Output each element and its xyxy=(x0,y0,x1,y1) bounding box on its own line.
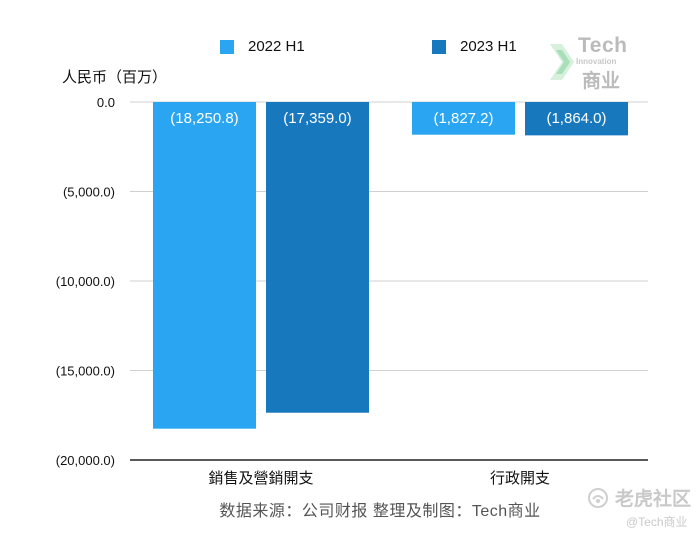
y-tick-label: (5,000.0) xyxy=(63,185,115,200)
bar xyxy=(412,102,515,135)
tiger-logo-icon xyxy=(588,487,608,508)
bar xyxy=(153,102,256,429)
watermark-handle: @Tech商业 xyxy=(626,515,688,529)
legend-item-2023: 2023 H1 xyxy=(432,38,517,55)
source-note: 数据来源：公司财报 整理及制图：Tech商业 xyxy=(219,503,541,520)
bar xyxy=(266,102,369,413)
y-axis-unit-label: 人民币（百万） xyxy=(62,69,168,86)
bar-value-label: (1,864.0) xyxy=(546,110,606,127)
legend-swatch-2022 xyxy=(220,39,234,54)
x-category-label: 銷售及營銷開支 xyxy=(208,469,313,487)
y-tick-label: 0.0 xyxy=(97,95,115,110)
legend-item-2022: 2022 H1 xyxy=(220,38,305,55)
watermark-text: 老虎社区 xyxy=(615,489,692,510)
legend-label-2022: 2022 H1 xyxy=(248,38,305,55)
bar-value-label: (18,250.8) xyxy=(170,110,238,127)
x-category-label: 行政開支 xyxy=(490,469,550,487)
y-tick-label: (10,000.0) xyxy=(56,274,115,289)
bar-value-label: (1,827.2) xyxy=(433,110,493,127)
watermark: 老虎社区 xyxy=(587,484,691,511)
bar-value-label: (17,359.0) xyxy=(283,110,351,127)
logo-arrow-icon xyxy=(550,44,574,80)
logo-text-shangye: 商业 xyxy=(582,71,621,92)
tech-logo: Tech Innovation 商业 xyxy=(548,34,644,94)
logo-text-innovation: Innovation xyxy=(576,57,617,66)
y-tick-label: (15,000.0) xyxy=(56,364,115,379)
legend-label-2023: 2023 H1 xyxy=(460,38,517,55)
legend-swatch-2023 xyxy=(432,39,446,54)
y-tick-label: (20,000.0) xyxy=(56,453,115,468)
bar xyxy=(525,102,628,136)
logo-text-tech: Tech xyxy=(578,34,628,57)
